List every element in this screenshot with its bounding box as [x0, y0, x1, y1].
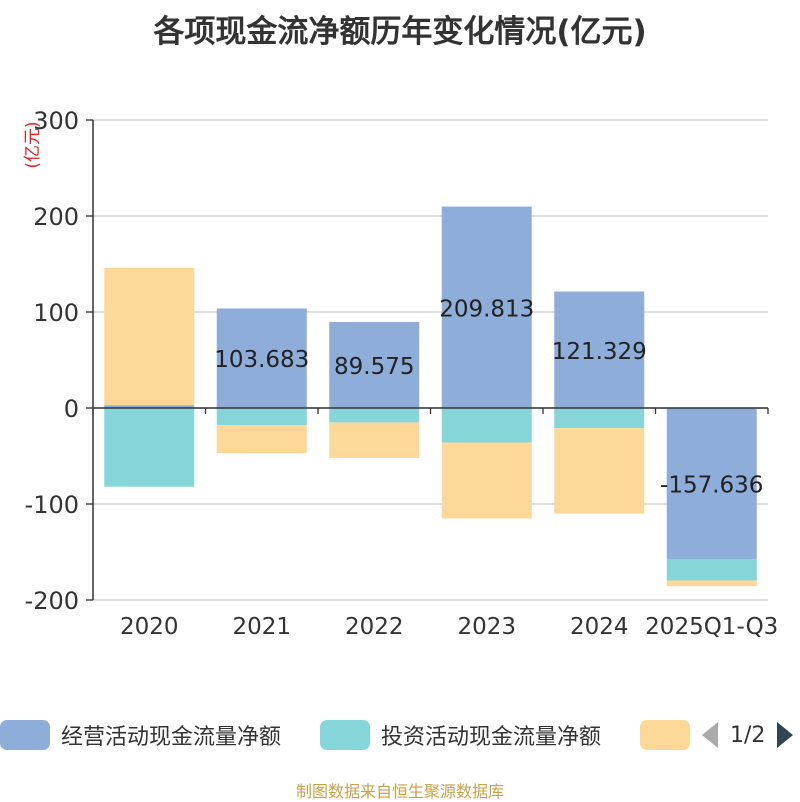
legend-swatch-financing	[640, 720, 690, 750]
legend-swatch-investing	[320, 720, 370, 750]
bar-financing	[554, 428, 645, 514]
x-tick-label: 2022	[345, 614, 404, 640]
x-tick-label: 2023	[457, 614, 516, 640]
bar-investing	[554, 408, 645, 429]
pager-prev-icon[interactable]	[700, 720, 720, 750]
bar-operating	[441, 206, 532, 408]
bar-operating	[554, 291, 645, 408]
bar-investing	[104, 408, 195, 487]
legend-item-financing[interactable]	[640, 718, 690, 752]
bar-investing	[329, 408, 420, 423]
legend-swatch-operating	[0, 720, 50, 750]
source-note: 制图数据来自恒生聚源数据库	[295, 782, 504, 801]
bar-financing	[104, 267, 195, 406]
bar-operating	[104, 405, 195, 408]
y-tick-label: 100	[33, 299, 79, 327]
x-tick-label: 2021	[232, 614, 291, 640]
y-tick-label: -200	[25, 587, 79, 615]
chart-title: 各项现金流净额历年变化情况(亿元)	[153, 14, 647, 50]
x-tick-label: 2025Q1-Q3	[645, 614, 778, 640]
bar-financing	[441, 442, 532, 519]
data-label: -157.636	[660, 473, 763, 499]
bar-financing	[329, 422, 420, 458]
y-tick-label: 300	[33, 107, 79, 135]
legend-label-investing: 投资活动现金流量净额	[381, 725, 602, 750]
pager-label: 1/2	[730, 722, 766, 748]
legend-item-operating[interactable]: 经营活动现金流量净额	[0, 718, 281, 752]
y-tick-label: -100	[25, 491, 79, 519]
y-tick-label: 0	[64, 395, 79, 423]
pager-next-icon[interactable]	[775, 720, 795, 750]
data-label: 103.683	[214, 347, 309, 373]
x-tick-label: 2024	[570, 614, 629, 640]
y-tick-label: 200	[33, 203, 79, 231]
legend-item-investing[interactable]: 投资活动现金流量净额	[320, 718, 601, 752]
bar-operating	[216, 308, 307, 408]
data-label: 209.813	[439, 296, 534, 322]
bar-financing	[666, 580, 757, 587]
x-tick-label: 2020	[120, 614, 179, 640]
legend-pager: 1/2	[700, 719, 795, 751]
legend-label-operating: 经营活动现金流量净额	[61, 725, 282, 750]
bar-investing	[216, 408, 307, 426]
bar-investing	[666, 559, 757, 581]
data-label: 121.329	[552, 339, 647, 365]
bar-operating	[329, 322, 420, 408]
bar-operating	[666, 408, 757, 560]
data-label: 89.575	[334, 354, 414, 380]
y-axis-label: (亿元)	[23, 121, 43, 168]
bar-investing	[441, 408, 532, 443]
bar-financing	[216, 425, 307, 454]
